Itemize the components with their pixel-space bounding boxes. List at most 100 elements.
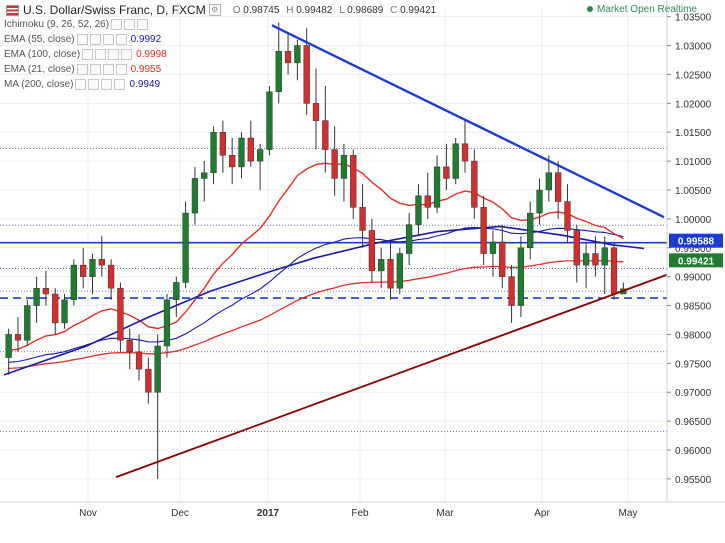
candle-body bbox=[5, 334, 12, 358]
price-tag-label: 0.99421 bbox=[678, 256, 715, 267]
y-tick-label: 1.01500 bbox=[675, 128, 712, 139]
candle-body bbox=[135, 351, 143, 370]
candle-body bbox=[331, 149, 338, 179]
add-icon[interactable] bbox=[108, 49, 120, 60]
candle-body bbox=[191, 178, 199, 214]
price-tag-label: 0.99588 bbox=[678, 237, 715, 248]
candle-body bbox=[303, 45, 310, 104]
settings-icon[interactable] bbox=[95, 49, 107, 60]
candle-body bbox=[480, 207, 487, 254]
candle-body bbox=[508, 276, 515, 306]
price-axis-bg bbox=[667, 0, 725, 543]
candle-body bbox=[489, 241, 497, 254]
ma-200-line bbox=[3, 225, 645, 376]
y-tick-label: 0.96000 bbox=[675, 446, 712, 457]
candle-body bbox=[573, 230, 580, 266]
candle-body bbox=[452, 143, 459, 179]
candle-body bbox=[154, 345, 161, 393]
candle-body bbox=[70, 264, 77, 301]
add-icon[interactable] bbox=[102, 34, 114, 45]
settings-icon[interactable]: ⚙ bbox=[208, 4, 221, 16]
close-icon[interactable] bbox=[114, 79, 126, 90]
candle-body bbox=[275, 51, 282, 93]
price-tag-bg bbox=[669, 253, 723, 268]
resistance-trendline bbox=[271, 24, 665, 219]
candle-body bbox=[322, 120, 329, 150]
candle-body bbox=[256, 149, 264, 162]
y-tick-label: 0.97000 bbox=[675, 388, 712, 399]
candle-body bbox=[117, 287, 124, 341]
y-tick-label: 1.03500 bbox=[675, 13, 712, 24]
y-tick-label: 0.95500 bbox=[675, 475, 712, 486]
candle-body bbox=[219, 131, 227, 156]
x-tick-label: Feb bbox=[351, 508, 369, 519]
add-icon[interactable] bbox=[102, 64, 114, 75]
candle-body bbox=[415, 195, 422, 225]
candle-body bbox=[229, 155, 236, 168]
candle-body bbox=[601, 247, 608, 266]
y-tick-label: 0.99000 bbox=[675, 273, 712, 284]
candle-body bbox=[14, 334, 22, 341]
chart-header: U.S. Dollar/Swiss Franc, D, FXCM ⚙ O 0.9… bbox=[6, 3, 436, 17]
candle-body bbox=[396, 253, 403, 289]
x-tick-label: May bbox=[619, 508, 638, 519]
settings-icon[interactable] bbox=[89, 64, 101, 75]
x-tick-label: 2017 bbox=[257, 508, 280, 519]
y-tick-label: 1.00000 bbox=[675, 215, 712, 226]
y-tick-label: 0.96500 bbox=[675, 417, 712, 428]
y-tick-label: 1.02500 bbox=[675, 70, 712, 81]
settings-icon[interactable] bbox=[88, 79, 100, 90]
candle-body bbox=[405, 224, 413, 254]
candle-body bbox=[145, 368, 152, 393]
candle-body bbox=[340, 155, 348, 179]
y-tick-label: 1.01000 bbox=[675, 157, 712, 168]
candle-body bbox=[247, 137, 254, 162]
candle-body bbox=[555, 172, 562, 202]
candle-body bbox=[61, 299, 68, 324]
candle-body bbox=[80, 264, 87, 277]
candle-body bbox=[564, 201, 571, 231]
candle-body bbox=[42, 287, 50, 295]
indicator-legend-ema55[interactable]: EMA (55, close) 0.9992 bbox=[4, 34, 162, 45]
indicator-legend-ma200[interactable]: MA (200, close) 0.9949 bbox=[4, 79, 161, 90]
symbol-title: U.S. Dollar/Swiss Franc, D, FXCM bbox=[23, 3, 206, 17]
close-icon[interactable] bbox=[115, 34, 127, 45]
market-status: Market Open Realtime bbox=[586, 4, 697, 15]
toggle-visibility-icon[interactable] bbox=[76, 34, 88, 45]
candle-body bbox=[499, 241, 506, 277]
close-icon[interactable] bbox=[137, 19, 149, 30]
candle-body bbox=[163, 299, 171, 347]
settings-icon[interactable] bbox=[89, 34, 101, 45]
toggle-visibility-icon[interactable] bbox=[76, 64, 88, 75]
candle-body bbox=[173, 282, 180, 301]
candle-body bbox=[24, 305, 31, 341]
candle-body bbox=[126, 339, 133, 353]
candle-body bbox=[52, 293, 59, 324]
toggle-visibility-icon[interactable] bbox=[82, 49, 94, 60]
y-tick-label: 0.98000 bbox=[675, 330, 712, 341]
ema-55-line bbox=[8, 226, 624, 363]
add-icon[interactable] bbox=[101, 79, 113, 90]
candle-body bbox=[461, 143, 469, 162]
candle-body bbox=[527, 212, 534, 249]
x-tick-label: Apr bbox=[534, 508, 550, 519]
toggle-visibility-icon[interactable] bbox=[111, 19, 123, 30]
indicator-legend-ema100[interactable]: EMA (100, close) 0.9998 bbox=[4, 49, 167, 60]
candle-body bbox=[610, 247, 618, 295]
ema-21-line bbox=[8, 162, 624, 351]
candle-body bbox=[471, 160, 478, 208]
candle-body bbox=[238, 137, 245, 168]
candle-body bbox=[536, 189, 543, 214]
close-icon[interactable] bbox=[121, 49, 133, 60]
indicator-legend-ichimoku[interactable]: Ichimoku (9, 26, 52, 26) bbox=[4, 19, 149, 30]
x-tick-label: Nov bbox=[79, 508, 97, 519]
candle-body bbox=[517, 247, 525, 306]
indicator-legend-ema21[interactable]: EMA (21, close) 0.9955 bbox=[4, 64, 162, 75]
toggle-visibility-icon[interactable] bbox=[75, 79, 87, 90]
y-tick-label: 0.99500 bbox=[675, 244, 712, 255]
candle-body bbox=[89, 259, 96, 277]
close-icon[interactable] bbox=[115, 64, 127, 75]
settings-icon[interactable] bbox=[124, 19, 136, 30]
candle-body bbox=[368, 230, 376, 272]
